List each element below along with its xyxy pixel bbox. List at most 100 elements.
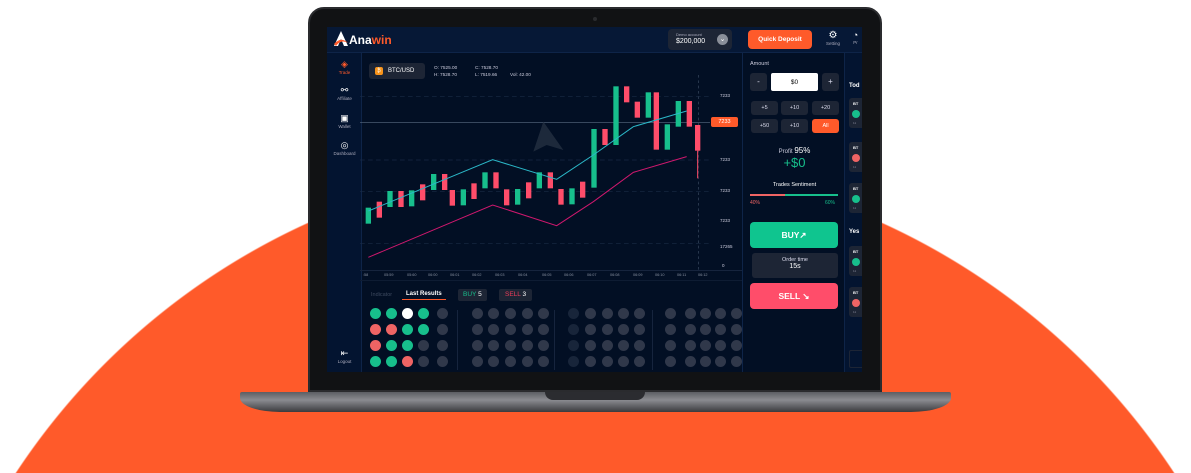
quick-amount-button[interactable]: +20 [812, 101, 839, 115]
result-dot [585, 308, 596, 319]
dashboard-icon: ◎ [340, 140, 349, 150]
y-label: 7233 [720, 157, 731, 162]
result-dot [585, 324, 596, 335]
result-dot [665, 340, 676, 351]
result-dot [472, 340, 483, 351]
candle [409, 190, 415, 207]
quick-amount-button[interactable]: +50 [751, 119, 778, 133]
result-dot [437, 340, 448, 351]
arrow-down-icon [852, 154, 860, 162]
result-dot [715, 308, 726, 319]
history-card[interactable]: BT 11 [849, 142, 862, 172]
candle [398, 191, 404, 207]
setting-button[interactable]: ⚙ Setting [823, 30, 843, 46]
result-dot [370, 356, 381, 367]
candle [558, 189, 564, 205]
history-card[interactable]: BT 11 [849, 183, 862, 213]
amount-input[interactable] [771, 73, 818, 91]
logout-button[interactable]: ⇤ Logout [327, 348, 362, 364]
quick-amount-button[interactable]: +10 [781, 101, 808, 115]
result-dot [437, 324, 448, 335]
sidebar-item-affiliate[interactable]: ⚯ Affiliate [327, 85, 362, 101]
quick-amount-button[interactable]: +10 [781, 119, 808, 133]
tab-indicator[interactable]: Indicator [371, 292, 393, 298]
candle [526, 182, 532, 199]
sidebar-item-wallet[interactable]: ▣ Wallet [327, 113, 362, 129]
setting-label: Setting [825, 41, 840, 46]
sentiment-label: Trades Sentiment [772, 182, 817, 188]
result-dot [505, 340, 516, 351]
x-label: 06:05 [542, 273, 552, 277]
result-dot [488, 340, 499, 351]
card-pair: BT [853, 145, 859, 150]
pair-selector[interactable]: ₿ BTC/USD [369, 63, 425, 79]
quick-amount-button[interactable]: +5 [751, 101, 778, 115]
profit-value: +$0 [783, 155, 806, 170]
x-label: :58 [363, 273, 369, 277]
sidebar-item-label: Affiliate [337, 96, 352, 101]
history-card[interactable]: BT 11 [849, 98, 862, 128]
x-label: 06:06 [564, 273, 574, 277]
yesterday-heading: Yes [849, 229, 860, 235]
result-dot [538, 356, 549, 367]
x-label: 06:09 [633, 273, 643, 277]
x-label: 06:00 [428, 273, 438, 277]
result-dot [731, 308, 742, 319]
result-dot [715, 324, 726, 335]
card-pair: BT [853, 101, 859, 106]
result-dot [715, 340, 726, 351]
history-more-box[interactable] [849, 350, 862, 368]
x-label: 06:12 [698, 273, 708, 277]
trade-panel: Amount - + Profit 95% +$0 Trades Sentime… [742, 53, 845, 372]
order-time-selector[interactable]: Order time 15s [752, 253, 838, 278]
top-bar: Anawin Demo account $200,000 ⌄ Quick Dep… [327, 27, 862, 53]
gear-icon: ⚙ [828, 30, 838, 41]
sell-percent: 40% [750, 200, 761, 206]
account-selector[interactable]: Demo account $200,000 ⌄ [668, 29, 732, 50]
candle [613, 86, 619, 145]
result-dot [386, 308, 397, 319]
sidebar-item-dashboard[interactable]: ◎ Dashboard [327, 140, 362, 156]
result-dot [602, 308, 613, 319]
history-card[interactable]: BT 11 [849, 246, 862, 276]
order-time-value: 15s [789, 263, 801, 270]
sell-button[interactable]: SELL ↘ [750, 283, 838, 309]
result-dot [386, 356, 397, 367]
candlestick-chart[interactable] [360, 75, 710, 275]
result-dot [522, 324, 533, 335]
candle [471, 183, 477, 199]
result-dot [402, 356, 413, 367]
history-card[interactable]: BT 11 [849, 287, 862, 317]
result-dot [386, 324, 397, 335]
result-dot [402, 340, 413, 351]
camera [593, 17, 597, 21]
buy-button[interactable]: BUY↗ [750, 222, 838, 248]
tab-last-results[interactable]: Last Results [402, 291, 446, 300]
candle [634, 101, 640, 118]
result-dot [618, 308, 629, 319]
sidebar-item-trade[interactable]: ◈ Trade [327, 59, 362, 75]
decrease-button[interactable]: - [750, 73, 767, 91]
candle [493, 172, 499, 189]
candle [602, 129, 608, 145]
result-dot [568, 324, 579, 335]
result-dot [634, 324, 645, 335]
increase-button[interactable]: + [822, 73, 839, 91]
x-label: 06:04 [518, 273, 528, 277]
quick-amount-button[interactable]: All [812, 119, 839, 133]
result-dot [665, 324, 676, 335]
chevron-down-icon[interactable]: ⌄ [717, 34, 728, 45]
result-dot [700, 308, 711, 319]
result-dot [618, 324, 629, 335]
candle [591, 129, 597, 188]
result-dot [618, 340, 629, 351]
result-dot [700, 356, 711, 367]
profile-button[interactable]: ◔ Pr [849, 30, 862, 45]
result-dot [437, 308, 448, 319]
candle [664, 124, 670, 150]
result-dot [665, 356, 676, 367]
quick-deposit-button[interactable]: Quick Deposit [748, 30, 812, 49]
x-label: 06:11 [677, 273, 687, 277]
x-label: 06:02 [472, 273, 482, 277]
candle [365, 207, 371, 224]
